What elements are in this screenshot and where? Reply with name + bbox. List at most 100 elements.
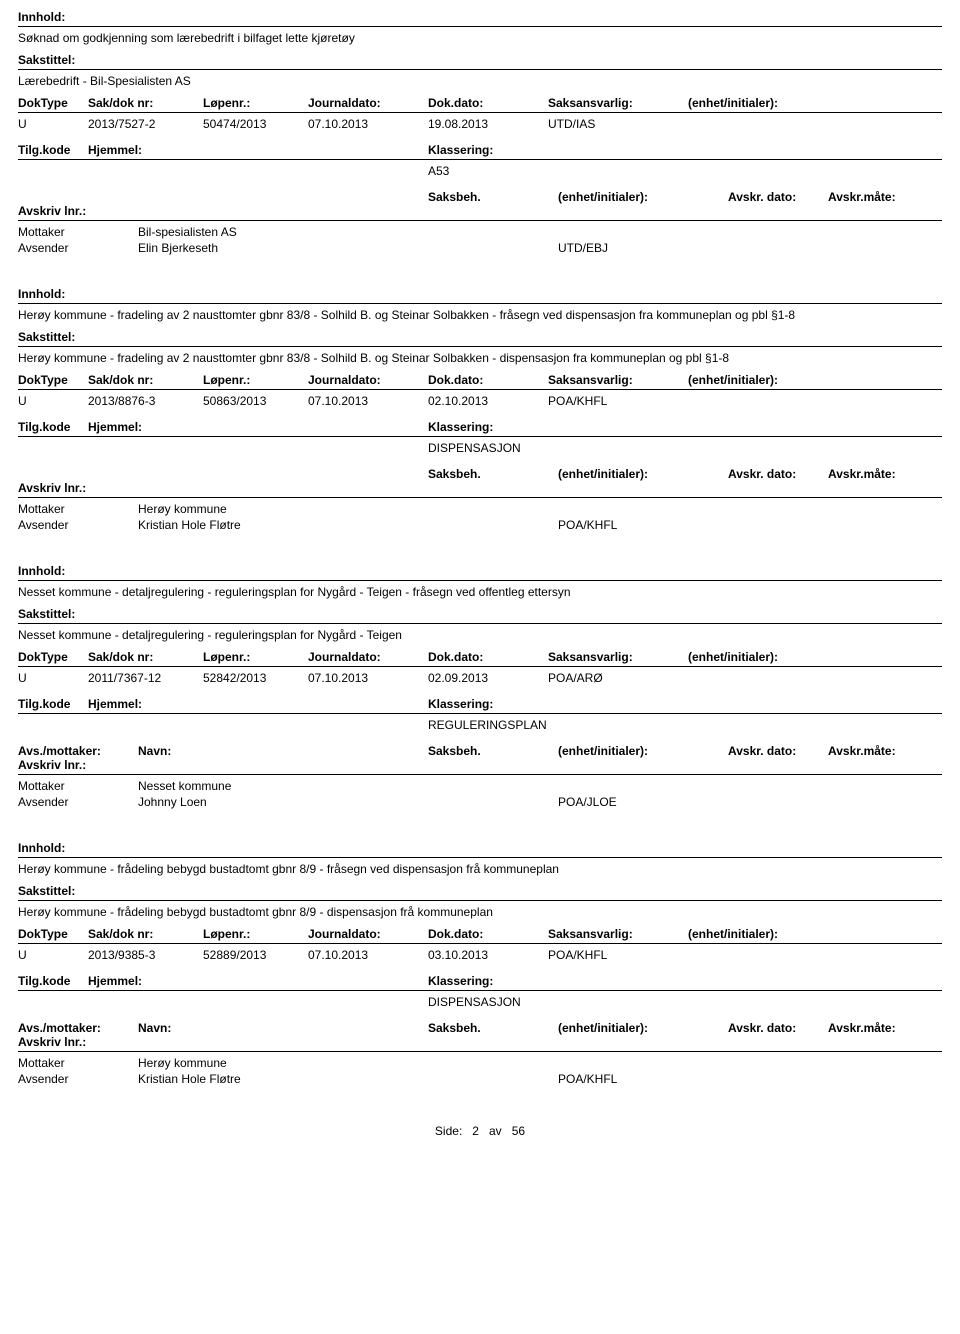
avs-header-row: Saksbeh.(enhet/initialer):Avskr. dato:Av… <box>18 467 942 495</box>
tilgkode-label: Tilg.kode <box>18 974 88 988</box>
separator-line <box>18 857 942 858</box>
page-total: 56 <box>512 1124 525 1138</box>
avs-header-row: Saksbeh.(enhet/initialer):Avskr. dato:Av… <box>18 190 942 218</box>
party-name: Elin Bjerkeseth <box>138 241 428 255</box>
sakstittel-text: Herøy kommune - frådeling bebygd bustadt… <box>18 905 942 919</box>
party-name: Herøy kommune <box>138 502 428 516</box>
separator-line <box>18 623 942 624</box>
separator-line <box>18 497 942 498</box>
doktype-label: DokType <box>18 373 88 387</box>
doktype-value: U <box>18 394 88 408</box>
sakstittel-label: Sakstittel: <box>18 607 942 621</box>
saksansvarlig-value: POA/KHFL <box>548 948 688 962</box>
avsmott-label: Avs./mottaker: <box>18 1021 138 1035</box>
separator-line <box>18 346 942 347</box>
journaldato-label: Journaldato: <box>308 373 428 387</box>
spacer <box>18 1086 942 1104</box>
meta-value-row: U2013/9385-352889/201307.10.201303.10.20… <box>18 948 942 962</box>
avsmott-label-empty <box>18 190 138 204</box>
entries-container: Innhold:Søknad om godkjenning som lærebe… <box>18 10 942 1104</box>
av-label: av <box>489 1124 502 1138</box>
avskrmate-label: Avskr.måte: <box>828 1021 928 1035</box>
separator-line <box>18 112 942 113</box>
hjemmel-label: Hjemmel: <box>88 974 428 988</box>
doktype-label: DokType <box>18 650 88 664</box>
enhet-init-label: (enhet/initialer): <box>558 467 728 481</box>
doktype-value: U <box>18 671 88 685</box>
enhet-init-label: (enhet/initialer): <box>558 1021 728 1035</box>
meta-value-row: U2013/8876-350863/201307.10.201302.10.20… <box>18 394 942 408</box>
party-saksbeh <box>558 779 728 793</box>
meta-value-row: U2013/7527-250474/201307.10.201319.08.20… <box>18 117 942 131</box>
avskrmate-label: Avskr.måte: <box>828 467 928 481</box>
hjemmel-value <box>88 718 428 732</box>
party-role: Avsender <box>18 1072 138 1086</box>
spacer <box>18 809 942 827</box>
avsmott-label-empty <box>18 467 138 481</box>
avsmott-label: Avs./mottaker: <box>18 744 138 758</box>
party-role: Mottaker <box>18 1056 138 1070</box>
party-role: Avsender <box>18 241 138 255</box>
saknr-value: 2013/8876-3 <box>88 394 203 408</box>
innhold-label: Innhold: <box>18 10 942 24</box>
avskrlnr-label: Avskriv lnr.: <box>18 758 118 772</box>
party-saksbeh-empty <box>428 502 558 516</box>
enhet-value <box>688 671 888 685</box>
journaldato-value: 07.10.2013 <box>308 671 428 685</box>
spacer <box>18 685 942 695</box>
avskrmate-label: Avskr.måte: <box>828 744 928 758</box>
spacer <box>18 131 942 141</box>
klassering-value: DISPENSASJON <box>428 995 728 1009</box>
navn-label: Navn: <box>138 744 428 758</box>
party-row: AvsenderJohnny LoenPOA/JLOE <box>18 795 942 809</box>
separator-line <box>18 774 942 775</box>
separator-line <box>18 666 942 667</box>
party-role: Avsender <box>18 795 138 809</box>
party-role: Mottaker <box>18 502 138 516</box>
tilg-value-row: DISPENSASJON <box>18 995 942 1009</box>
meta-header-row: DokTypeSak/dok nr:Løpenr.:Journaldato:Do… <box>18 927 942 941</box>
lopenr-value: 50474/2013 <box>203 117 308 131</box>
party-row: MottakerHerøy kommune <box>18 502 942 516</box>
party-saksbeh-empty <box>428 241 558 255</box>
saksbeh-label: Saksbeh. <box>428 190 558 204</box>
party-row: AvsenderKristian Hole FløtrePOA/KHFL <box>18 1072 942 1086</box>
journaldato-value: 07.10.2013 <box>308 117 428 131</box>
party-row: MottakerBil-spesialisten AS <box>18 225 942 239</box>
party-row: AvsenderKristian Hole FløtrePOA/KHFL <box>18 518 942 532</box>
tilgkode-label: Tilg.kode <box>18 697 88 711</box>
sakstittel-label: Sakstittel: <box>18 884 942 898</box>
lopenr-label: Løpenr.: <box>203 650 308 664</box>
enhet-value <box>688 948 888 962</box>
party-row: MottakerHerøy kommune <box>18 1056 942 1070</box>
klassering-value: REGULERINGSPLAN <box>428 718 728 732</box>
saknr-label: Sak/dok nr: <box>88 650 203 664</box>
spacer <box>18 532 942 550</box>
tilg-header-row: Tilg.kodeHjemmel:Klassering: <box>18 697 942 711</box>
doktype-label: DokType <box>18 927 88 941</box>
party-saksbeh-empty <box>428 1072 558 1086</box>
spacer <box>18 178 942 188</box>
klassering-value: A53 <box>428 164 728 178</box>
tilgkode-label: Tilg.kode <box>18 143 88 157</box>
dokdato-label: Dok.dato: <box>428 927 548 941</box>
spacer <box>18 455 942 465</box>
tilg-header-row: Tilg.kodeHjemmel:Klassering: <box>18 420 942 434</box>
innhold-text: Herøy kommune - fradeling av 2 nausttomt… <box>18 308 942 322</box>
journaldato-label: Journaldato: <box>308 650 428 664</box>
party-role: Mottaker <box>18 779 138 793</box>
saksansvarlig-value: UTD/IAS <box>548 117 688 131</box>
avskrmate-label: Avskr.måte: <box>828 190 928 204</box>
klassering-label: Klassering: <box>428 143 728 157</box>
klassering-label: Klassering: <box>428 697 728 711</box>
hjemmel-value <box>88 164 428 178</box>
party-saksbeh-empty <box>428 518 558 532</box>
avs-header-row: Avs./mottaker:Navn:Saksbeh.(enhet/initia… <box>18 1021 942 1049</box>
page-footer: Side: 2 av 56 <box>18 1124 942 1138</box>
lopenr-value: 50863/2013 <box>203 394 308 408</box>
meta-header-row: DokTypeSak/dok nr:Løpenr.:Journaldato:Do… <box>18 650 942 664</box>
lopenr-label: Løpenr.: <box>203 373 308 387</box>
tilgkode-value <box>18 441 88 455</box>
hjemmel-value <box>88 995 428 1009</box>
separator-line <box>18 900 942 901</box>
